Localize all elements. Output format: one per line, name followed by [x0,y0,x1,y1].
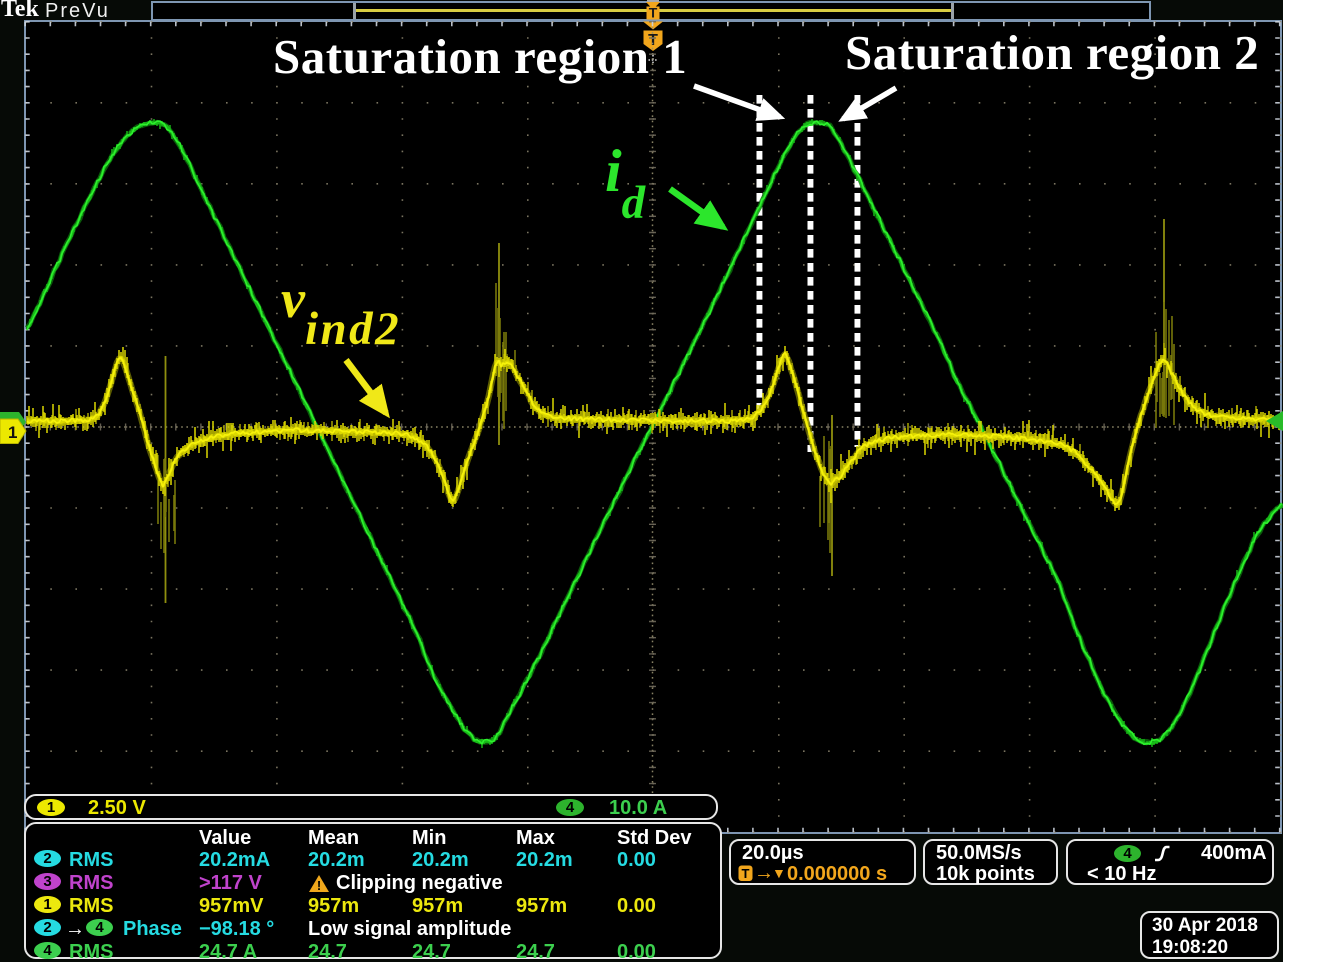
svg-text:T: T [648,32,658,49]
svg-text:T: T [649,5,658,21]
svg-text:T: T [742,866,750,881]
svg-text:1: 1 [8,423,17,442]
svg-text:!: ! [317,878,321,893]
